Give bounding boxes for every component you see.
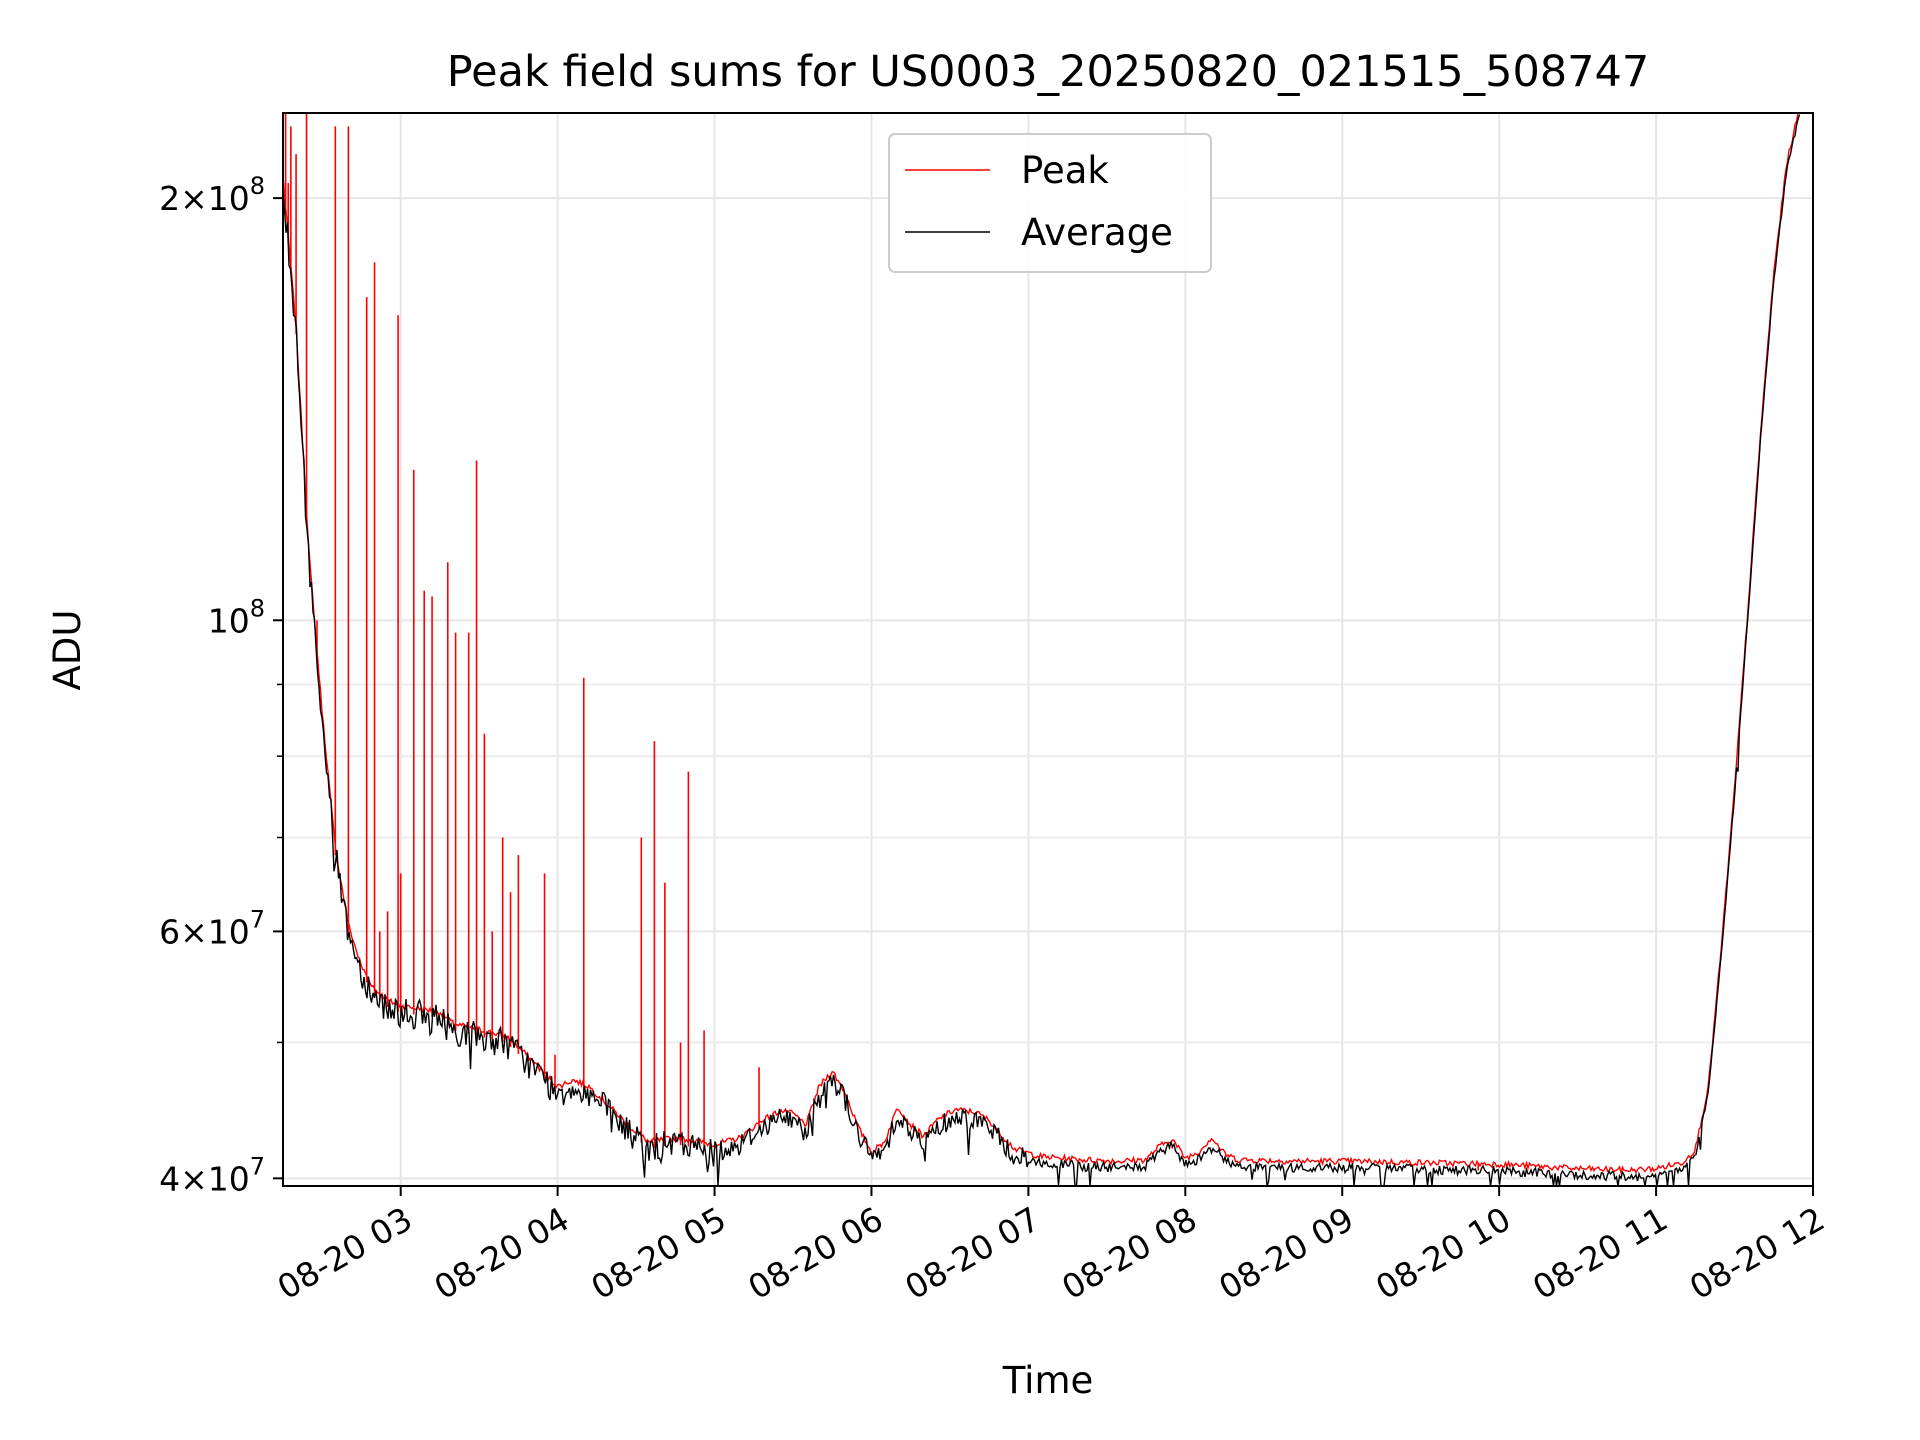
y-tick-exponent: 8: [250, 594, 265, 622]
y-tick-base: 10: [208, 601, 250, 640]
y-tick-mantissa: 4: [159, 1159, 180, 1198]
y-tick-mantissa: 2: [159, 179, 180, 218]
legend-peak-label: Peak: [1021, 149, 1109, 192]
y-tick-mantissa: 6: [159, 912, 180, 951]
series-layer: [282, 112, 1801, 1187]
legend-average-label: Average: [1021, 211, 1173, 254]
chart-title: Peak field sums for US0003_20250820_0215…: [447, 47, 1650, 97]
y-tick-label: 108: [208, 594, 265, 640]
y-tick-exponent: 7: [250, 1152, 265, 1180]
y-tick-times: ×10: [180, 179, 250, 218]
y-tick-exponent: 8: [250, 172, 265, 200]
y-tick-label: 2×108: [159, 172, 265, 218]
peak-series-line: [282, 112, 1800, 1176]
y-axis-label: ADU: [46, 610, 89, 691]
legend-box: [888, 133, 1212, 273]
y-tick-label: 4×107: [159, 1152, 265, 1198]
plot-frame: [282, 112, 1814, 1187]
legend: Peak Average: [888, 133, 1212, 273]
y-tick-times: ×10: [180, 912, 250, 951]
x-axis-label: Time: [1002, 1359, 1094, 1402]
average-series-line: [282, 114, 1801, 1187]
y-tick-label: 6×107: [159, 905, 265, 951]
y-tick-exponent: 7: [250, 905, 265, 933]
y-tick-times: ×10: [180, 1159, 250, 1198]
